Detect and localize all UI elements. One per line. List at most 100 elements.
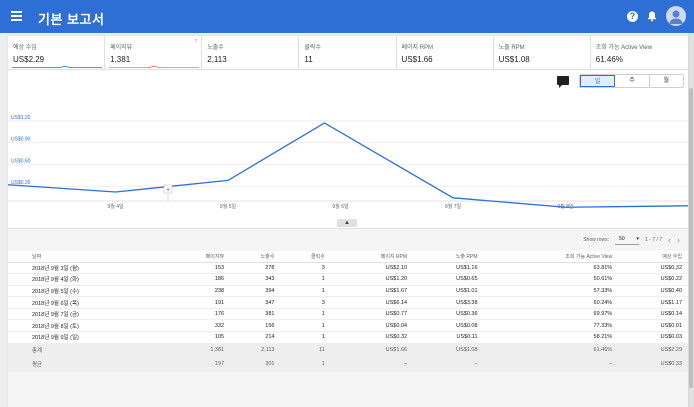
notifications-bell-icon[interactable] [647,11,657,22]
table-cell: 11 [280,343,331,358]
data-point[interactable] [114,191,117,194]
data-point[interactable] [564,206,567,209]
table-cell: 238 [168,285,231,298]
page-range: 1 - 7 / 7 [645,237,662,243]
table-cell: 1 [280,273,331,286]
table-cell: US$0.77 [330,308,414,321]
metric-tab-page-rpm[interactable]: 페이지 RPM US$1.66 [397,36,494,70]
table-row: 2018년 9월 4일 (화) 186 343 1 US$1.20 US$0.65 50.6… [8,273,688,286]
table-cell: 1 [280,357,331,372]
page-scrollbar[interactable] [688,33,694,407]
data-point[interactable] [323,121,326,124]
table-cell: – [330,357,414,372]
account-avatar[interactable] [666,6,686,26]
y-tick-label: US$1.20 [11,115,31,121]
table-cell: 3 [280,296,331,309]
y-tick-label: US$0.30 [11,180,31,186]
y-tick-label: US$0.60 [11,158,31,164]
x-tick-label: 9월 5일 [220,203,237,210]
table-cell: 1 [280,308,331,321]
table-cell: 1,381 [168,343,231,358]
table-cell: US$1.01 [413,285,484,298]
collapse-chart-button[interactable]: ▲ [337,219,357,227]
metric-help-icon[interactable]: ? [194,39,198,45]
col-header-impression-rpm[interactable]: 노출 RPM [413,251,484,263]
table-row: 2018년 9월 6일 (목) 191 347 3 US$6.14 US$3.38 60.2… [8,296,688,309]
col-header-date[interactable]: 날짜 [8,251,168,263]
range-toggle: 일 주 월 [579,74,684,88]
col-header-earnings[interactable]: 예상 수입 [618,251,688,263]
table-average-row: 평균 197 301 1– – – US$0.33 [8,357,688,372]
metric-tab-impressions[interactable]: 노출수 2,113 [202,36,300,70]
x-tick-label: 9월 8일 [557,203,574,210]
table-cell: 176 [168,308,231,321]
prev-page-button[interactable]: ‹ [668,235,671,245]
table-cell: 평균 [8,357,168,372]
table-cell: 394 [230,285,281,298]
table-cell: 2018년 9월 3일 (월) [8,262,168,275]
metric-tab-clicks[interactable]: 클릭수 11 [299,36,397,70]
menu-icon[interactable] [11,11,22,21]
y-tick-label: US$0.90 [11,137,31,143]
table-cell: US$0.01 [618,319,688,333]
show-rows-label: Show rows: [583,237,610,243]
metric-tab-impression-rpm[interactable]: 노출 RPM US$1.08 [494,36,591,70]
col-header-impressions[interactable]: 노출수 [230,251,281,263]
x-tick-label: 9월 7일 [445,203,462,210]
table-cell: US$0.65 [413,273,484,286]
annotation-comment-icon[interactable] [557,76,569,88]
table-cell: 332 [168,319,231,333]
table-cell: US$1.16 [413,262,484,275]
report-table: 날짜 페이지뷰 노출수 클릭수 페이지 RPM 노출 RPM 조회 가능 Act… [8,251,688,372]
range-daily-button[interactable]: 일 [580,75,616,87]
table-cell: 2018년 9월 5일 (수) [8,285,168,298]
table-cell: 2,113 [230,343,281,358]
metric-tab-estimated-earnings[interactable]: 예상 수입 US$2.29 [8,36,106,70]
col-header-active-view[interactable]: 조회 가능 Active View [483,251,619,263]
add-annotation-marker[interactable]: + [163,184,173,201]
range-weekly-button[interactable]: 주 [615,75,650,87]
metric-label: 조회 가능 Active View [595,45,653,51]
metric-label: 노출수 [207,45,224,51]
x-tick-label: 9월 4일 [107,203,124,210]
table-row: 2018년 9월 7일 (금) 176 381 1 US$0.77 US$0.36 69.9… [8,308,688,321]
pagination: Show rows: 50 1 - 7 / 7 ‹ › [583,234,680,246]
table-cell: 214 [230,331,281,344]
table-cell: – [483,357,619,372]
data-point[interactable] [687,204,689,207]
table-cell: US$1.17 [618,296,688,309]
table-cell: US$0.32 [618,262,688,275]
top-actions: ? [627,6,686,26]
table-cell: US$0.11 [413,331,484,344]
next-page-button[interactable]: › [677,235,680,245]
table-cell: US$1.67 [330,285,414,298]
table-cell: 60.24% [483,296,619,309]
table-cell: 191 [168,296,231,309]
help-icon[interactable]: ? [627,10,638,22]
metric-sparkline-red [109,66,200,68]
table-cell: 69.97% [483,308,619,321]
data-point[interactable] [452,196,455,199]
data-point[interactable] [227,179,230,182]
table-cell: 301 [230,357,281,372]
table-cell: US$0.08 [413,319,484,333]
metric-value: 2,113 [207,55,227,64]
range-monthly-button[interactable]: 월 [663,78,670,84]
earnings-line-chart: US$1.20 US$0.90 US$0.60 US$0.30 9월 4일 9월 5일 9월… [8,115,689,210]
table-cell: 총계 [8,343,168,358]
scrollbar-thumb[interactable] [689,88,693,388]
table-cell: 77.33% [483,319,619,333]
col-header-pageviews[interactable]: 페이지뷰 [168,251,231,263]
table-cell: 156 [230,319,281,333]
col-header-clicks[interactable]: 클릭수 [280,251,331,263]
metric-tab-pageviews[interactable]: ? 페이지뷰 1,381 [105,36,203,70]
col-header-page-rpm[interactable]: 페이지 RPM [330,251,414,263]
table-cell: 2018년 9월 4일 (화) [8,273,168,286]
table-cell: 57.33% [483,285,619,298]
table-cell: US$2.10 [330,262,414,275]
table-row: 2018년 9월 8일 (토) 332 156 1 US$0.04 US$0.08 77.3… [8,319,688,333]
rows-per-page-select[interactable]: 50 [615,236,639,245]
metric-tab-active-view[interactable]: 조회 가능 Active View 61.46% [591,36,688,70]
table-cell: 1 [280,331,331,344]
